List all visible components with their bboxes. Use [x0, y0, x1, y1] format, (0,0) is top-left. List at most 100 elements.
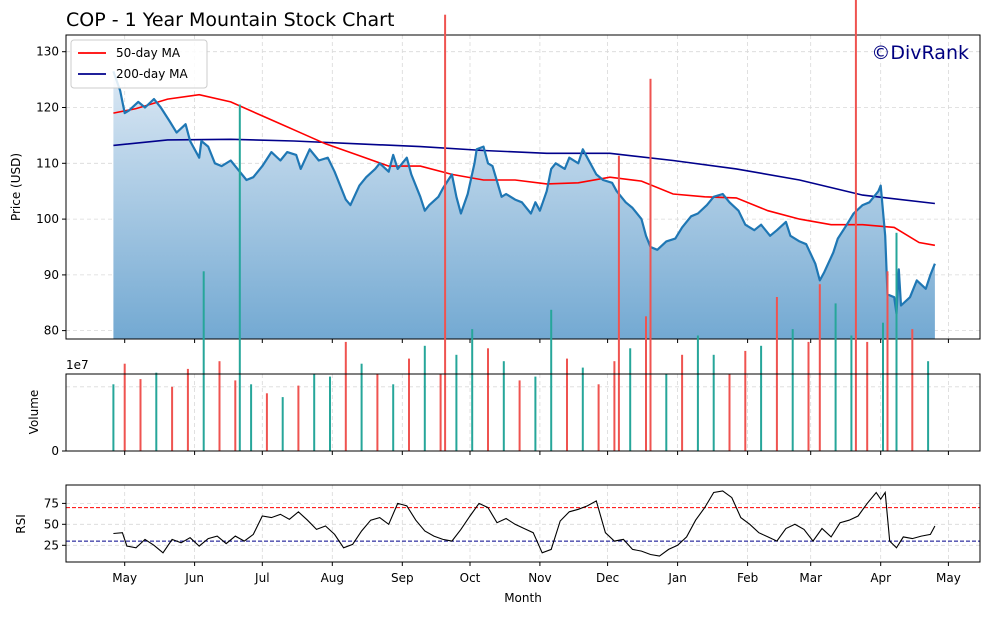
- volume-bar: [250, 384, 253, 451]
- x-tick-label: Dec: [596, 571, 619, 585]
- volume-bar: [376, 374, 379, 451]
- x-tick-label: Jul: [254, 571, 269, 585]
- price-line: [112, 70, 936, 315]
- x-tick-label: Jun: [184, 571, 204, 585]
- x-tick-label: Apr: [870, 571, 891, 585]
- volume-bar: [444, 14, 447, 451]
- volume-bar: [218, 361, 221, 451]
- y-tick-label: 130: [36, 45, 59, 59]
- volume-bar: [502, 361, 505, 451]
- ma50-line: [113, 93, 936, 247]
- y-tick-label: 0: [51, 444, 59, 458]
- volume-bar: [344, 341, 347, 451]
- volume-bar: [455, 354, 458, 452]
- legend-ma200-label: 200-day MA: [116, 67, 188, 81]
- volume-bar: [882, 322, 884, 451]
- y-tick-label: 100: [36, 212, 59, 226]
- volume-bar: [281, 397, 284, 451]
- volume-bar: [645, 316, 647, 452]
- y-tick-label: 50: [44, 517, 59, 531]
- rsi-y-label: RSI: [14, 514, 28, 534]
- volume-bar: [791, 329, 794, 451]
- volume-y-label: Volume: [27, 390, 41, 435]
- volume-bar: [850, 335, 853, 451]
- volume-x-ticks: [124, 451, 949, 455]
- volume-bar: [518, 380, 521, 451]
- volume-bar: [728, 374, 731, 451]
- volume-bar: [202, 271, 205, 451]
- x-tick-label: Jan: [667, 571, 687, 585]
- price-y-axis: 80 90 100 110 120 130: [36, 45, 66, 338]
- x-tick-label: May: [112, 571, 137, 585]
- volume-bar: [854, 0, 857, 451]
- volume-bar: [139, 379, 142, 451]
- volume-bar: [360, 363, 363, 451]
- volume-bar: [423, 345, 426, 451]
- x-tick-label: Nov: [528, 571, 551, 585]
- volume-axes-frame: [65, 373, 981, 452]
- volume-bar: [696, 335, 699, 451]
- rsi-line: [113, 490, 936, 557]
- volume-bar: [487, 348, 489, 451]
- rsi-grid: [66, 485, 980, 562]
- y-tick-label: 25: [44, 538, 59, 552]
- chart-title: COP - 1 Year Mountain Stock Chart: [66, 9, 394, 31]
- volume-bar: [665, 374, 668, 451]
- volume-bar: [617, 155, 620, 452]
- volume-bar: [313, 374, 316, 451]
- volume-bar: [265, 393, 268, 452]
- volume-bar: [681, 354, 684, 452]
- volume-bar: [597, 384, 600, 451]
- volume-bar: [112, 384, 115, 451]
- volume-bar: [123, 363, 126, 451]
- volume-bar: [155, 372, 158, 451]
- volume-bar: [744, 350, 747, 451]
- y-tick-label: 120: [36, 101, 59, 115]
- legend: 50-day MA 200-day MA: [70, 39, 208, 89]
- x-axis-label: Month: [504, 591, 542, 605]
- x-tick-label: Feb: [737, 571, 758, 585]
- x-tick-label: Oct: [460, 571, 481, 585]
- legend-ma50-label: 50-day MA: [116, 46, 181, 60]
- volume-bar: [329, 376, 331, 451]
- volume-bar: [927, 361, 930, 451]
- volume-bar: [408, 358, 410, 451]
- price-x-ticks: [124, 339, 949, 343]
- x-tick-label: May: [936, 571, 961, 585]
- volume-bar: [186, 368, 189, 451]
- volume-bar: [818, 284, 821, 451]
- volume-bar: [760, 345, 763, 451]
- watermark: ©DivRank: [871, 42, 969, 64]
- x-tick-label: Mar: [799, 571, 822, 585]
- x-tick-label: Aug: [321, 571, 344, 585]
- volume-bar: [171, 386, 174, 451]
- y-tick-label: 90: [44, 268, 59, 282]
- volume-bar: [297, 385, 300, 451]
- rsi-axes-frame: [65, 484, 981, 563]
- volume-bar: [439, 374, 442, 451]
- volume-bar: [629, 348, 632, 451]
- volume-y-axis: 05: [51, 444, 66, 458]
- volume-bar: [238, 104, 241, 451]
- x-tick-label: Sep: [391, 571, 414, 585]
- y-tick-label: 75: [44, 496, 59, 510]
- volume-bar: [807, 341, 810, 451]
- volume-bar: [613, 361, 616, 451]
- ma200-line: [113, 138, 935, 205]
- volume-bar: [471, 329, 474, 451]
- y-tick-label: 80: [44, 324, 59, 338]
- price-axes-frame: [65, 34, 981, 340]
- volume-bar: [886, 271, 889, 451]
- volume-bar: [866, 341, 869, 451]
- volume-bar: [392, 384, 395, 451]
- volume-bar: [581, 367, 584, 451]
- volume-bar: [550, 309, 553, 451]
- volume-offset-label: 1e7: [66, 358, 89, 372]
- volume-bar: [534, 376, 537, 451]
- volume-bar: [911, 329, 914, 451]
- rsi-y-axis: 25 50 75: [44, 496, 66, 552]
- volume-bar: [712, 354, 715, 452]
- volume-bar: [895, 232, 898, 451]
